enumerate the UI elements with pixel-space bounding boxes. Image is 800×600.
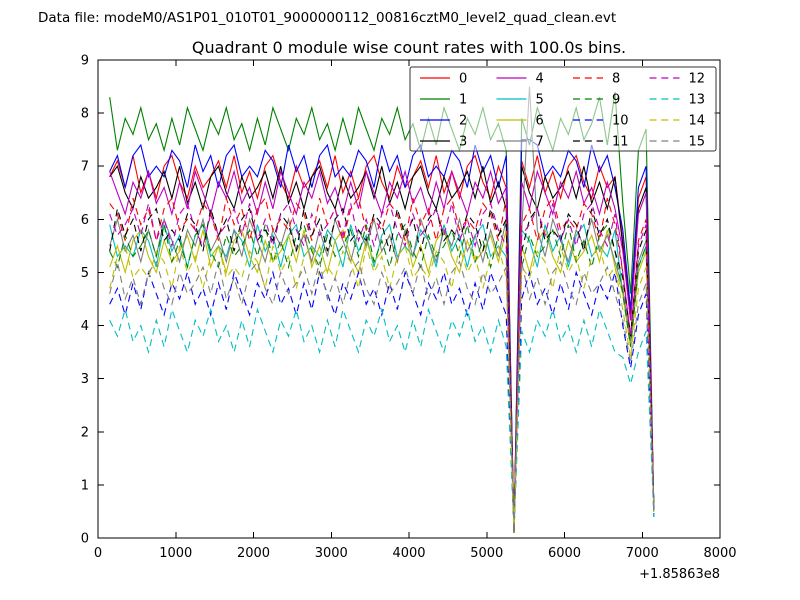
x-tick-label: 6000 bbox=[548, 546, 581, 561]
legend-label-8: 8 bbox=[612, 72, 620, 87]
y-tick-label: 0 bbox=[81, 532, 89, 547]
y-tick-label: 1 bbox=[81, 478, 89, 493]
legend-label-0: 0 bbox=[459, 72, 467, 87]
legend-label-3: 3 bbox=[459, 135, 467, 150]
legend-label-5: 5 bbox=[536, 93, 544, 108]
y-tick-label: 7 bbox=[81, 160, 89, 175]
y-tick-label: 8 bbox=[81, 107, 89, 122]
y-tick-label: 6 bbox=[81, 213, 89, 228]
legend-box bbox=[409, 66, 717, 152]
legend-label-11: 11 bbox=[612, 135, 629, 150]
x-axis-offset-label: +1.85863e8 bbox=[639, 567, 720, 582]
series-line-11 bbox=[109, 207, 655, 533]
series-line-13 bbox=[109, 307, 655, 533]
series-line-8 bbox=[109, 196, 655, 533]
series-line-12 bbox=[109, 202, 655, 533]
legend-label-2: 2 bbox=[459, 114, 467, 129]
y-tick-label: 2 bbox=[81, 425, 89, 440]
x-tick-label: 2000 bbox=[237, 546, 270, 561]
legend-label-1: 1 bbox=[459, 93, 467, 108]
series-line-4 bbox=[109, 169, 655, 533]
series-line-10 bbox=[109, 270, 655, 533]
axis-ticks: 0 1000 2000 3000 4000 5000 6000 7000 80000123456… bbox=[81, 54, 737, 562]
legend-label-10: 10 bbox=[612, 114, 629, 129]
x-tick-label: 8000 bbox=[703, 546, 736, 561]
y-tick-label: 5 bbox=[81, 266, 89, 281]
series-line-3 bbox=[109, 164, 655, 533]
x-tick-label: 3000 bbox=[315, 546, 348, 561]
legend-label-13: 13 bbox=[689, 93, 706, 108]
series-line-14 bbox=[109, 244, 655, 533]
legend-label-4: 4 bbox=[536, 72, 544, 87]
series-line-1 bbox=[109, 91, 655, 533]
x-tick-label: 0 bbox=[94, 546, 102, 561]
y-tick-label: 3 bbox=[81, 372, 89, 387]
axes-frame bbox=[97, 59, 721, 539]
series-line-6 bbox=[109, 228, 655, 533]
legend-label-14: 14 bbox=[689, 114, 706, 129]
y-tick-label: 4 bbox=[81, 319, 89, 334]
legend-label-9: 9 bbox=[612, 93, 620, 108]
series-line-9 bbox=[109, 222, 655, 533]
legend-label-15: 15 bbox=[689, 135, 706, 150]
x-tick-label: 1000 bbox=[159, 546, 192, 561]
legend-label-6: 6 bbox=[536, 114, 544, 129]
data-file-label: Data file: modeM0/AS1P01_010T01_90000001… bbox=[38, 10, 616, 26]
series-lines bbox=[109, 86, 655, 533]
x-tick-label: 5000 bbox=[470, 546, 503, 561]
x-tick-label: 7000 bbox=[626, 546, 659, 561]
plot-area: 0 1000 2000 3000 4000 5000 6000 7000 80000123456… bbox=[81, 54, 737, 562]
series-line-2 bbox=[109, 139, 655, 533]
legend-label-12: 12 bbox=[689, 72, 706, 87]
y-tick-label: 9 bbox=[81, 54, 89, 69]
legend-label-7: 7 bbox=[536, 135, 544, 150]
series-line-15 bbox=[109, 260, 655, 533]
x-tick-label: 4000 bbox=[392, 546, 425, 561]
plot-title: Quadrant 0 module wise count rates with … bbox=[192, 38, 626, 57]
